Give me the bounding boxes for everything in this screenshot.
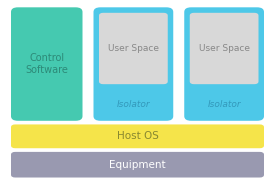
FancyBboxPatch shape	[94, 7, 173, 121]
Text: Control
Software: Control Software	[25, 53, 68, 75]
Text: User Space: User Space	[108, 44, 159, 53]
FancyBboxPatch shape	[11, 7, 82, 121]
Text: Host OS: Host OS	[117, 131, 158, 141]
Text: Isolator: Isolator	[117, 100, 150, 109]
FancyBboxPatch shape	[11, 124, 264, 148]
Text: Isolator: Isolator	[207, 100, 241, 109]
FancyBboxPatch shape	[184, 7, 264, 121]
FancyBboxPatch shape	[11, 152, 264, 178]
Text: User Space: User Space	[199, 44, 250, 53]
FancyBboxPatch shape	[190, 13, 258, 84]
FancyBboxPatch shape	[99, 13, 168, 84]
Text: Equipment: Equipment	[109, 160, 166, 170]
